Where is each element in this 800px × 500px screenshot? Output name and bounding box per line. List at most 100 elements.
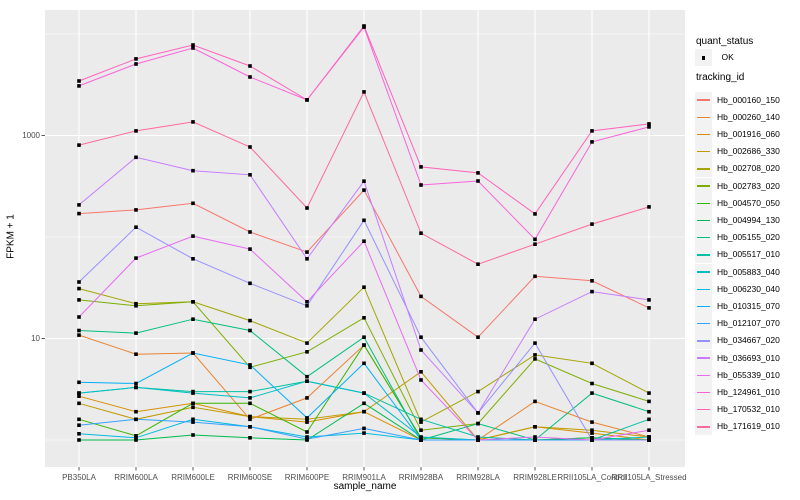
data-point: [134, 381, 138, 386]
data-point: [419, 428, 423, 432]
data-point: [248, 64, 252, 68]
data-point: [191, 391, 195, 395]
data-point: [533, 237, 537, 242]
data-point: [248, 363, 252, 367]
data-point: [362, 179, 366, 183]
line-swatch-icon: [697, 168, 710, 170]
legend-entry-label: Hb_006230_040: [717, 283, 780, 294]
data-point: [533, 212, 537, 216]
legend-key-swatch: [695, 315, 712, 333]
data-point: [305, 420, 309, 424]
data-point: [248, 318, 252, 323]
x-tick-label-RRIM600SE: RRIM600SE: [227, 473, 273, 482]
data-point: [419, 417, 423, 422]
data-point: [134, 409, 138, 414]
line-swatch-icon: [697, 374, 710, 377]
data-point: [191, 433, 195, 437]
legend-entry-Hb_002783_020: Hb_002783_020: [695, 177, 780, 195]
data-point: [419, 435, 423, 439]
legend-entry-Hb_005155_020: Hb_005155_020: [695, 229, 780, 247]
y-axis-title: FPKM + 1: [5, 214, 17, 259]
legend-key-swatch: [695, 212, 712, 230]
legend-key-swatch: [695, 194, 712, 212]
data-point: [647, 399, 651, 404]
x-tick-label-RRIM600LE: RRIM600LE: [171, 473, 215, 482]
data-point: [134, 385, 138, 390]
data-point: [248, 281, 252, 286]
legend-key-swatch: [695, 108, 712, 126]
data-point: [533, 357, 537, 361]
data-point: [248, 230, 252, 234]
data-point: [362, 335, 366, 339]
data-point: [191, 120, 195, 124]
x-tick-label-RRIM901LA: RRIM901LA: [342, 473, 386, 482]
data-point: [191, 168, 195, 173]
legend-entry-Hb_034667_020: Hb_034667_020: [695, 332, 780, 350]
legend-entry-label: Hb_005517_010: [717, 249, 780, 260]
legend-key-swatch: [695, 246, 712, 264]
line-swatch-icon: [697, 340, 710, 342]
data-point: [305, 379, 309, 383]
data-point: [362, 401, 366, 406]
data-point: [362, 361, 366, 366]
data-point: [134, 331, 138, 335]
legend-key-swatch: [695, 143, 712, 161]
data-point: [134, 436, 138, 440]
line-swatch-icon: [697, 391, 710, 394]
data-point: [590, 428, 594, 432]
legend-key-swatch: [695, 126, 712, 144]
data-point: [590, 289, 594, 294]
data-point: [77, 143, 81, 147]
legend-entry-Hb_005517_010: Hb_005517_010: [695, 246, 780, 264]
data-point: [419, 420, 423, 424]
data-point: [647, 438, 651, 442]
data-point: [362, 90, 366, 94]
legend-key-swatch: [695, 401, 712, 419]
data-point: [419, 231, 423, 235]
legend-entry-label: Hb_036693_010: [717, 352, 780, 363]
data-point: [647, 306, 651, 310]
data-point: [305, 98, 309, 102]
legend-key-swatch: [695, 384, 712, 402]
line-swatch-icon: [697, 219, 710, 222]
line-swatch-icon: [697, 99, 710, 101]
data-point: [362, 24, 366, 28]
legend-entry-label: Hb_171619_010: [717, 421, 780, 432]
data-point: [647, 125, 651, 129]
data-point: [476, 262, 480, 266]
data-point: [77, 280, 81, 284]
data-point: [77, 417, 81, 422]
data-point: [533, 438, 537, 442]
data-point: [647, 435, 651, 439]
data-point: [305, 374, 309, 379]
data-point: [191, 257, 195, 261]
data-point: [191, 43, 195, 47]
data-point: [590, 129, 594, 133]
legend-entry-label: Hb_002783_020: [717, 180, 780, 191]
data-point: [362, 409, 366, 414]
legend-entry-Hb_004570_050: Hb_004570_050: [695, 194, 780, 212]
data-point: [419, 335, 423, 339]
data-point: [134, 62, 138, 66]
data-point: [305, 250, 309, 254]
x-tick-label-RRIM928LA: RRIM928LA: [456, 473, 500, 482]
data-point: [305, 396, 309, 400]
legend-entry-Hb_171619_010: Hb_171619_010: [695, 418, 780, 436]
data-point: [647, 122, 651, 126]
legend-entry-label: Hb_034667_020: [717, 335, 780, 346]
data-point: [362, 285, 366, 289]
data-point: [77, 394, 81, 398]
data-point: [305, 300, 309, 304]
data-point: [305, 257, 309, 261]
legend-key-swatch: [695, 418, 712, 436]
line-swatch-icon: [697, 185, 710, 187]
data-point: [77, 423, 81, 427]
data-point: [248, 414, 252, 419]
x-tick-label-PB350LA: PB350LA: [62, 473, 96, 482]
data-point: [476, 435, 480, 439]
data-point: [476, 438, 480, 442]
data-point: [647, 391, 651, 395]
data-point: [362, 431, 366, 435]
data-point: [476, 411, 480, 415]
data-point: [77, 286, 81, 291]
